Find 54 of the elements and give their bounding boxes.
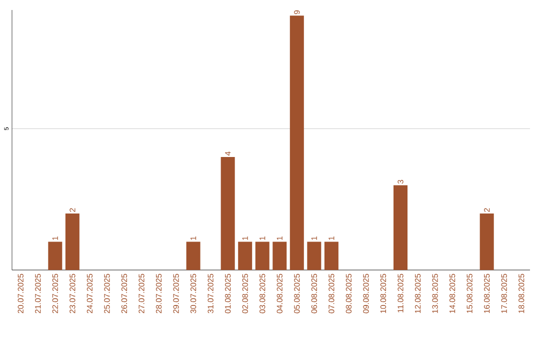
x-tick-label: 17.08.2025 bbox=[501, 274, 507, 313]
x-tick-label: 13.08.2025 bbox=[432, 274, 438, 313]
data-label: 3 bbox=[398, 180, 404, 184]
x-tick-label: 27.07.2025 bbox=[138, 274, 144, 314]
x-tick-label: 11.08.2025 bbox=[398, 274, 404, 312]
data-label: 1 bbox=[242, 236, 248, 240]
bar bbox=[255, 242, 270, 270]
x-tick-label: 06.08.2025 bbox=[311, 274, 317, 314]
data-label: 1 bbox=[190, 236, 196, 240]
x-tick-label: 02.08.2025 bbox=[242, 274, 248, 314]
data-label: 1 bbox=[52, 236, 58, 240]
bar bbox=[324, 242, 338, 270]
data-label: 1 bbox=[260, 236, 266, 240]
data-label: 1 bbox=[311, 236, 317, 240]
bar bbox=[394, 185, 408, 270]
bar bbox=[272, 242, 287, 270]
data-label: 2 bbox=[70, 208, 76, 212]
bar bbox=[480, 213, 494, 270]
bar bbox=[48, 242, 62, 270]
x-tick-label: 30.07.2025 bbox=[190, 274, 196, 314]
data-label: 4 bbox=[225, 152, 231, 156]
bar bbox=[238, 242, 252, 270]
data-label: 1 bbox=[276, 236, 282, 240]
x-tick-label: 15.08.2025 bbox=[466, 274, 472, 313]
x-tick-label: 25.07.2025 bbox=[104, 274, 110, 314]
x-tick-label: 07.08.2025 bbox=[328, 274, 334, 314]
x-tick-label: 01.08.2025 bbox=[225, 274, 231, 314]
x-tick-label: 14.08.2025 bbox=[449, 274, 456, 313]
x-tick-label: 28.07.2025 bbox=[156, 274, 162, 314]
x-tick-label: 16.08.2025 bbox=[484, 274, 490, 313]
data-label: 9 bbox=[294, 10, 300, 14]
x-tick-label: 29.07.2025 bbox=[173, 274, 179, 314]
x-tick-label: 09.08.2025 bbox=[363, 274, 369, 314]
x-tick-label: 04.08.2025 bbox=[276, 274, 282, 314]
bar bbox=[186, 242, 200, 270]
x-tick-label: 18.08.2025 bbox=[518, 274, 524, 313]
data-label: 1 bbox=[328, 236, 334, 240]
x-tick-label: 20.07.2025 bbox=[18, 274, 24, 314]
data-label: 2 bbox=[484, 208, 490, 212]
bar bbox=[307, 242, 322, 270]
bar bbox=[290, 16, 304, 270]
x-tick-label: 10.08.2025 bbox=[380, 274, 386, 313]
x-tick-label: 23.07.2025 bbox=[70, 274, 76, 314]
x-tick-label: 24.07.2025 bbox=[86, 274, 93, 314]
bar bbox=[220, 156, 235, 270]
x-tick-label: 26.07.2025 bbox=[121, 274, 128, 314]
x-tick-label: 21.07.2025 bbox=[35, 274, 41, 314]
x-tick-label: 08.08.2025 bbox=[346, 274, 352, 314]
bar bbox=[65, 213, 80, 270]
x-tick-label: 12.08.2025 bbox=[414, 274, 421, 313]
x-tick-label: 05.08.2025 bbox=[294, 274, 300, 314]
x-tick-label: 31.07.2025 bbox=[208, 274, 214, 314]
x-tick-label: 03.08.2025 bbox=[260, 274, 266, 314]
x-tick-label: 22.07.2025 bbox=[52, 274, 58, 314]
